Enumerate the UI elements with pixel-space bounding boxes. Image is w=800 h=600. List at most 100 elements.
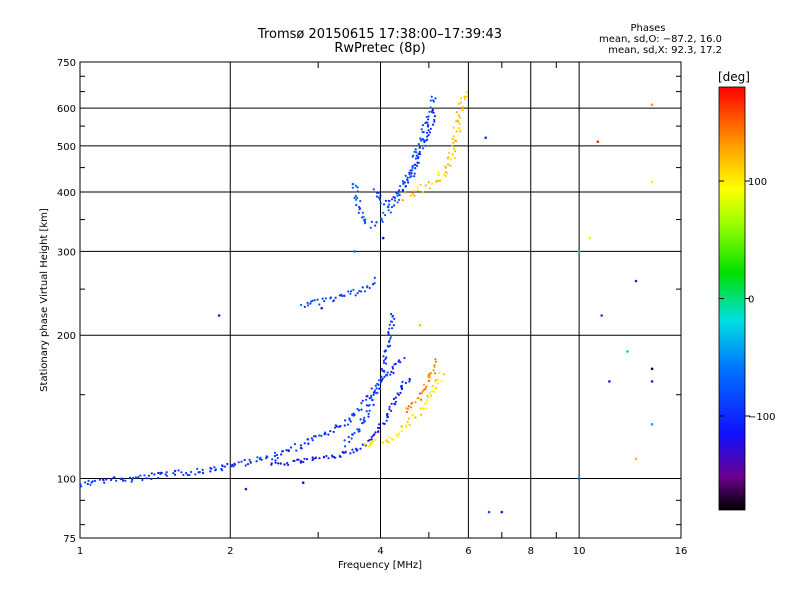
trace-point xyxy=(213,466,216,469)
trace-point xyxy=(185,471,188,475)
trace-point xyxy=(428,392,431,395)
trace-point xyxy=(422,407,425,411)
trace-point xyxy=(293,443,297,446)
trace-point xyxy=(382,361,386,364)
scatter-point xyxy=(626,350,629,353)
trace-point xyxy=(370,394,373,397)
trace-point xyxy=(283,463,286,466)
trace-point xyxy=(377,196,380,199)
trace-point xyxy=(297,458,300,461)
trace-point xyxy=(376,191,379,194)
trace-point xyxy=(186,473,189,476)
trace-point xyxy=(426,121,429,124)
trace-point xyxy=(165,474,168,477)
trace-point xyxy=(80,483,82,486)
trace-point xyxy=(105,478,108,481)
trace-point xyxy=(385,356,388,359)
trace-point xyxy=(370,435,373,438)
trace-point xyxy=(293,459,296,462)
trace-point xyxy=(382,355,385,358)
trace-point xyxy=(363,290,367,293)
trace-point xyxy=(119,478,122,481)
scatter-point xyxy=(427,373,431,377)
trace-point xyxy=(339,455,342,458)
trace xyxy=(405,358,437,414)
trace-point xyxy=(392,397,395,401)
trace-point xyxy=(465,91,468,94)
trace-point xyxy=(437,173,440,177)
trace-point xyxy=(455,120,458,123)
trace-point xyxy=(354,294,357,297)
trace-point xyxy=(390,370,393,373)
trace-point xyxy=(314,435,317,438)
trace-point xyxy=(410,172,413,175)
scatter-point xyxy=(650,423,654,426)
trace-point xyxy=(359,199,362,203)
trace-point xyxy=(233,463,236,466)
trace-point xyxy=(356,428,359,431)
scatter-point xyxy=(650,180,654,184)
trace-point xyxy=(391,365,394,368)
trace-point xyxy=(130,480,133,483)
trace-point xyxy=(379,194,382,197)
trace-point xyxy=(367,439,370,442)
trace-point xyxy=(421,124,425,127)
trace-point xyxy=(174,469,177,472)
trace-point xyxy=(323,456,326,459)
trace-point xyxy=(428,131,431,134)
trace-point xyxy=(401,199,404,202)
trace-point xyxy=(415,164,419,167)
x-tick-label: 8 xyxy=(528,546,534,557)
trace-point xyxy=(390,206,394,209)
y-tick-label: 500 xyxy=(57,142,76,153)
trace-point xyxy=(392,438,395,441)
trace-point xyxy=(457,114,460,117)
trace-point xyxy=(361,211,364,214)
trace-point xyxy=(458,127,461,130)
trace-point xyxy=(356,292,359,295)
trace-point xyxy=(103,481,106,484)
trace-point xyxy=(306,304,310,307)
trace-point xyxy=(388,323,391,326)
trace-point xyxy=(226,462,229,466)
trace-point xyxy=(354,194,357,198)
trace-point xyxy=(165,471,168,474)
trace-point xyxy=(300,303,303,307)
trace-point xyxy=(113,476,116,479)
trace-point xyxy=(198,471,201,474)
trace-point xyxy=(436,382,439,385)
trace-point xyxy=(431,182,434,185)
trace-point xyxy=(318,457,321,460)
trace-point xyxy=(375,387,378,390)
trace-point xyxy=(421,130,424,134)
trace-point xyxy=(386,371,389,374)
trace-point xyxy=(430,390,434,393)
trace-point xyxy=(387,203,391,206)
trace-point xyxy=(374,224,377,227)
trace-point xyxy=(356,448,359,451)
trace-point xyxy=(421,147,425,150)
trace-point xyxy=(433,120,436,123)
trace-point xyxy=(374,431,377,434)
trace-point xyxy=(409,406,413,409)
trace-point xyxy=(342,451,345,455)
trace-point xyxy=(414,167,417,170)
trace-point xyxy=(429,99,432,102)
trace-point xyxy=(280,453,283,456)
scatter-point xyxy=(600,314,603,317)
trace-point xyxy=(430,95,433,98)
trace-point xyxy=(400,425,403,428)
trace-point xyxy=(110,478,113,481)
trace-point xyxy=(221,464,224,467)
trace-point xyxy=(221,469,224,472)
trace-point xyxy=(344,445,347,448)
trace-point xyxy=(332,430,335,433)
trace-point xyxy=(427,118,430,121)
trace-point xyxy=(424,139,427,142)
trace-point xyxy=(334,296,337,299)
trace-point xyxy=(414,401,417,404)
trace-point xyxy=(285,449,288,452)
trace-point xyxy=(425,115,428,119)
trace-point xyxy=(153,473,156,476)
